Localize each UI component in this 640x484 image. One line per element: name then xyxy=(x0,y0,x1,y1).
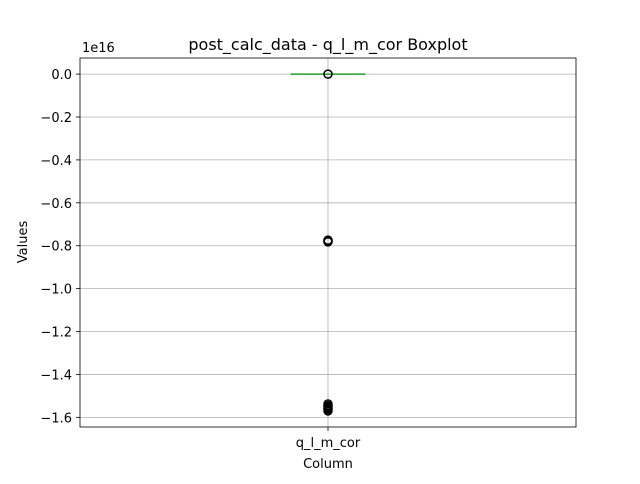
chart-title: post_calc_data - q_l_m_cor Boxplot xyxy=(188,35,467,55)
y-tick-label: −0.8 xyxy=(40,240,72,255)
y-tick-label: −1.0 xyxy=(40,283,72,298)
x-tick-label: q_l_m_cor xyxy=(296,436,361,451)
y-tick-label: −0.4 xyxy=(40,154,72,169)
y-tick-label: −0.2 xyxy=(40,111,72,126)
y-tick-label: −0.6 xyxy=(40,197,72,212)
y-tick-label: −1.4 xyxy=(40,368,72,383)
grid-layer xyxy=(80,58,576,427)
y-tick-label: −1.6 xyxy=(40,411,72,426)
y-ticks: 0.0 −0.2 −0.4 −0.6 −0.8 −1.0 −1.2 −1.4 −1.6 xyxy=(40,68,80,426)
y-tick-label: −1.2 xyxy=(40,326,72,341)
y-scale-label: 1e16 xyxy=(82,41,115,56)
x-axis-label: Column xyxy=(303,457,353,472)
y-tick-label: 0.0 xyxy=(51,68,72,83)
x-ticks: q_l_m_cor xyxy=(296,427,361,451)
y-axis-label: Values xyxy=(16,221,31,264)
